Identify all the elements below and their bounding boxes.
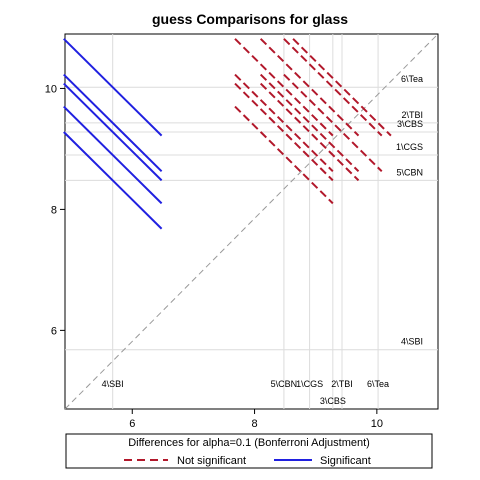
comparison-segment <box>283 38 383 137</box>
comparison-segment <box>234 82 334 182</box>
group-label-right: 3\CBS <box>397 119 423 129</box>
comparison-segment <box>283 73 383 173</box>
diagonal-reference-line <box>64 33 439 410</box>
legend-box <box>65 433 433 469</box>
comparison-segment <box>63 38 163 137</box>
y-tick-label: 10 <box>45 83 57 95</box>
group-label-bottom: 2\TBI <box>331 379 353 389</box>
group-label-right: 2\TBI <box>401 110 423 120</box>
group-label-right: 4\SBI <box>401 337 423 347</box>
group-label-bottom: 3\CBS <box>320 396 346 406</box>
comparison-segment <box>63 82 163 182</box>
group-label-bottom: 6\Tea <box>367 379 389 389</box>
plot-area: 6 8 1068104\SBI4\SBI5\CBN5\CBN1\CGS1\CGS3\… <box>45 33 439 430</box>
comparison-segment <box>292 38 392 137</box>
comparison-segment <box>63 105 163 205</box>
x-tick-label: 6 <box>129 418 135 430</box>
group-label-right: 5\CBN <box>396 167 423 177</box>
legend-label-significant: Significant <box>320 455 371 467</box>
group-label-bottom: 1\CGS <box>296 379 323 389</box>
legend-label-not-significant: Not significant <box>177 455 246 467</box>
chart-title: guess Comparisons for glass <box>152 11 348 27</box>
comparison-segment <box>234 38 334 137</box>
x-tick-label: 10 <box>371 418 383 430</box>
comparison-segment <box>259 38 360 137</box>
comparison-segment <box>259 82 360 182</box>
group-label-bottom: 4\SBI <box>102 379 124 389</box>
group-label-bottom: 5\CBN <box>271 379 298 389</box>
comparison-segment <box>234 73 334 173</box>
group-label-right: 1\CGS <box>396 142 423 152</box>
comparison-segment <box>234 105 334 205</box>
comparison-segment <box>63 131 163 230</box>
group-label-right: 6\Tea <box>401 74 423 84</box>
legend: Differences for alpha=0.1 (Bonferroni Ad… <box>65 433 433 469</box>
comparison-segment <box>259 73 360 173</box>
y-tick-label: 6 <box>51 325 57 337</box>
y-tick-label: 8 <box>51 204 57 216</box>
legend-title: Differences for alpha=0.1 (Bonferroni Ad… <box>128 437 370 449</box>
comparison-segment <box>63 73 163 173</box>
x-tick-label: 8 <box>251 418 257 430</box>
